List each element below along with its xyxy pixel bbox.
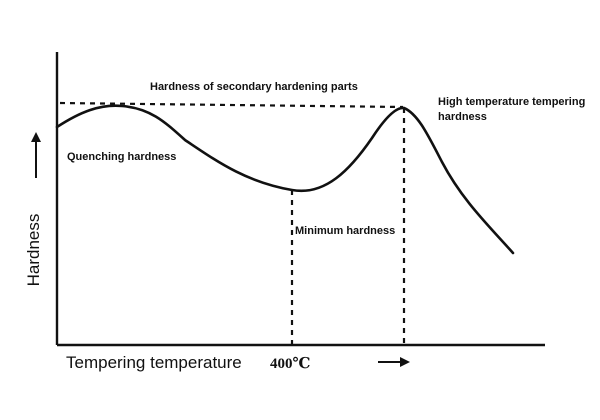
hardness-curve [55,104,515,255]
x-tick-label-400: 400℃ [270,356,311,372]
high-temp-hardness-label-line2: hardness [438,111,487,123]
x-axis-title: Tempering temperature [66,353,242,372]
minimum-hardness-label: Minimum hardness [295,225,395,237]
secondary-hardness-label: Hardness of secondary hardening parts [150,81,358,93]
secondary-hardness-dashed-line [59,101,404,109]
x-axis-arrow-icon [378,357,410,367]
y-axis-title: Hardness [24,214,43,287]
y-axis-arrow-icon [31,132,41,178]
quenching-hardness-label: Quenching hardness [67,151,176,163]
high-temp-hardness-label-line1: High temperature tempering [438,96,585,108]
